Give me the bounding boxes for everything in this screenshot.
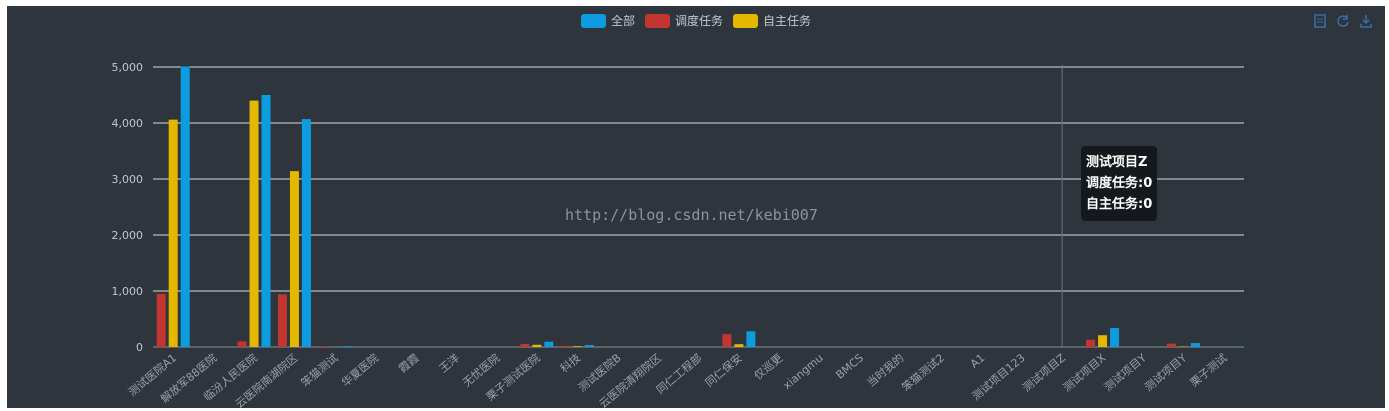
legend-item-dispatch[interactable]: 调度任务 xyxy=(644,12,723,29)
x-tick-label: 笨猫测试 xyxy=(298,351,341,390)
save-image-icon[interactable] xyxy=(1359,14,1373,28)
chart-tooltip: 测试项目Z 调度任务:0 自主任务:0 xyxy=(1081,146,1158,221)
x-tick-label: 王洋 xyxy=(436,351,462,376)
x-tick-label: 华夏医院 xyxy=(338,351,381,390)
y-tick-label: 0 xyxy=(136,341,143,354)
bar-dispatch xyxy=(1086,339,1096,347)
bar-all xyxy=(1110,327,1120,347)
bar-autonomous xyxy=(289,171,299,347)
bar-autonomous xyxy=(532,344,542,347)
bar-all xyxy=(746,331,756,347)
bar-all xyxy=(544,341,554,347)
x-tick-label: 测试项目Y xyxy=(1102,351,1149,394)
legend-label-autonomous: 自主任务 xyxy=(763,14,812,28)
chart-panel: 全部 调度任务 自主任务 0 1,000 2,000 3,000 4,000 5,000 测… xyxy=(7,6,1385,408)
legend-swatch-dispatch xyxy=(644,13,670,28)
bar-dispatch xyxy=(1166,343,1176,347)
bar-all xyxy=(342,346,352,347)
bar-all xyxy=(180,66,190,347)
bar-dispatch xyxy=(560,345,570,347)
bar-autonomous xyxy=(1178,346,1188,347)
x-tick-label: 测试项目Y xyxy=(1142,351,1189,394)
bar-all xyxy=(261,95,271,347)
bar-all xyxy=(301,119,311,347)
bar-chart[interactable]: 01,0002,0003,0004,0005,000测试医院A1解放军88医院临… xyxy=(7,6,1385,408)
y-tick-label: 3,000 xyxy=(112,173,144,186)
bar-autonomous xyxy=(249,100,259,347)
x-tick-label: BMCS xyxy=(833,351,866,381)
restore-icon[interactable] xyxy=(1336,14,1350,28)
y-tick-label: 4,000 xyxy=(112,117,144,130)
x-tick-label: 测试项目Z xyxy=(1020,351,1068,394)
x-tick-label: A1 xyxy=(968,351,987,370)
x-tick-label: 科技 xyxy=(557,351,583,376)
bar-dispatch xyxy=(722,334,732,347)
bar-dispatch xyxy=(277,294,287,347)
tooltip-line-dispatch: 调度任务:0 xyxy=(1086,176,1153,191)
bar-dispatch xyxy=(156,293,166,347)
y-tick-label: 1,000 xyxy=(112,285,144,298)
bar-dispatch xyxy=(318,346,328,347)
bar-all xyxy=(1190,343,1200,347)
bar-autonomous xyxy=(1098,335,1108,347)
legend-item-autonomous[interactable]: 自主任务 xyxy=(733,12,811,29)
bar-autonomous xyxy=(168,119,178,347)
bar-dispatch xyxy=(520,343,530,347)
legend-label-dispatch: 调度任务 xyxy=(674,14,723,28)
legend-swatch-autonomous xyxy=(733,13,758,28)
bar-autonomous xyxy=(572,346,582,347)
x-tick-label: 霞霞 xyxy=(396,351,421,375)
x-tick-label: 栗子测试 xyxy=(1188,351,1230,389)
x-tick-label: 同仁工程部 xyxy=(653,351,704,397)
bar-dispatch xyxy=(237,341,247,347)
data-view-icon[interactable] xyxy=(1313,14,1327,28)
y-tick-label: 5,000 xyxy=(112,61,144,74)
bar-all xyxy=(584,345,594,347)
x-tick-label: 同仁保安 xyxy=(702,351,745,390)
x-tick-label: 测试项目X xyxy=(1061,351,1109,394)
y-tick-label: 2,000 xyxy=(112,229,144,242)
legend-item-all[interactable]: 全部 xyxy=(580,12,635,29)
x-tick-label: xiangmu xyxy=(781,351,826,392)
legend-label-all: 全部 xyxy=(610,14,635,28)
legend-swatch-all xyxy=(580,13,606,28)
tooltip-line-autonomous: 自主任务:0 xyxy=(1086,197,1153,212)
watermark: http://blog.csdn.net/kebi007 xyxy=(565,206,818,224)
x-tick-label: 仅巡更 xyxy=(752,351,786,382)
x-tick-label: 笨猫测试2 xyxy=(899,351,947,395)
tooltip-title: 测试项目Z xyxy=(1086,155,1148,170)
chart-legend: 全部 调度任务 自主任务 xyxy=(7,12,1385,29)
chart-toolbox xyxy=(1313,14,1373,28)
bar-autonomous xyxy=(734,344,744,347)
